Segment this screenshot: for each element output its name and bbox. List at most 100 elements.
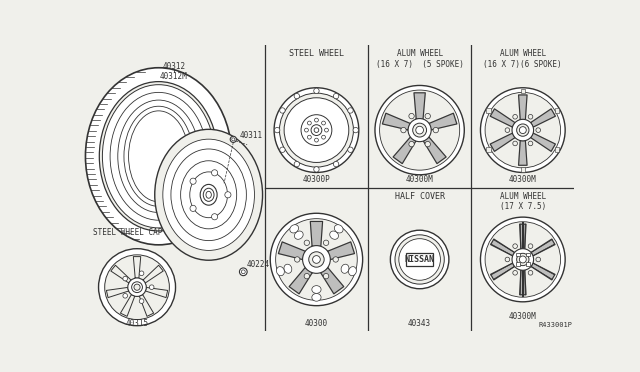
Text: 40300: 40300 bbox=[305, 319, 328, 328]
Polygon shape bbox=[278, 242, 305, 260]
Circle shape bbox=[132, 282, 143, 293]
Text: ALUM WHEEL
(16 X 7)  (5 SPOKE): ALUM WHEEL (16 X 7) (5 SPOKE) bbox=[376, 49, 463, 69]
Text: 40343: 40343 bbox=[408, 319, 431, 328]
Circle shape bbox=[536, 257, 541, 262]
Text: 40311: 40311 bbox=[239, 131, 262, 140]
Polygon shape bbox=[145, 288, 168, 298]
Circle shape bbox=[274, 88, 359, 173]
Polygon shape bbox=[289, 267, 312, 294]
Text: HALF COVER: HALF COVER bbox=[395, 192, 445, 201]
Bar bbox=[486, 147, 491, 152]
Polygon shape bbox=[423, 137, 446, 164]
Circle shape bbox=[519, 256, 526, 263]
Circle shape bbox=[433, 128, 438, 133]
Circle shape bbox=[512, 119, 534, 141]
Circle shape bbox=[307, 121, 311, 125]
Circle shape bbox=[294, 93, 300, 99]
Polygon shape bbox=[520, 270, 526, 295]
Circle shape bbox=[323, 240, 329, 246]
Circle shape bbox=[536, 128, 541, 132]
Polygon shape bbox=[140, 295, 154, 316]
Bar bbox=[526, 262, 530, 266]
Circle shape bbox=[390, 230, 449, 289]
Ellipse shape bbox=[180, 161, 237, 229]
Polygon shape bbox=[491, 239, 515, 256]
Circle shape bbox=[513, 115, 517, 119]
Circle shape bbox=[230, 136, 236, 142]
Ellipse shape bbox=[330, 231, 339, 239]
Circle shape bbox=[516, 253, 529, 266]
Ellipse shape bbox=[99, 81, 218, 231]
Bar bbox=[516, 253, 520, 257]
Circle shape bbox=[280, 147, 285, 153]
Text: 40315: 40315 bbox=[125, 319, 148, 328]
Ellipse shape bbox=[284, 264, 292, 273]
Polygon shape bbox=[328, 242, 355, 260]
Ellipse shape bbox=[129, 111, 189, 202]
Circle shape bbox=[140, 271, 144, 276]
Polygon shape bbox=[531, 109, 556, 127]
Ellipse shape bbox=[312, 294, 321, 301]
Circle shape bbox=[149, 285, 154, 289]
Polygon shape bbox=[120, 295, 135, 316]
Circle shape bbox=[304, 240, 310, 246]
Circle shape bbox=[513, 141, 517, 146]
Text: 40300M: 40300M bbox=[406, 175, 433, 184]
Polygon shape bbox=[321, 267, 344, 294]
Circle shape bbox=[409, 141, 414, 147]
Circle shape bbox=[528, 244, 533, 248]
Circle shape bbox=[276, 219, 357, 300]
Bar bbox=[520, 167, 525, 172]
Ellipse shape bbox=[124, 106, 193, 206]
Circle shape bbox=[323, 273, 329, 279]
Ellipse shape bbox=[290, 225, 298, 233]
Circle shape bbox=[348, 108, 353, 113]
Circle shape bbox=[280, 108, 285, 113]
Polygon shape bbox=[491, 263, 515, 280]
Circle shape bbox=[528, 141, 533, 146]
Text: 40312
40312M: 40312 40312M bbox=[160, 62, 188, 81]
Circle shape bbox=[353, 128, 358, 133]
Circle shape bbox=[294, 161, 300, 167]
Circle shape bbox=[225, 192, 231, 198]
Ellipse shape bbox=[118, 100, 200, 212]
Polygon shape bbox=[531, 239, 555, 256]
Circle shape bbox=[399, 239, 440, 280]
Circle shape bbox=[211, 214, 218, 220]
Circle shape bbox=[284, 98, 349, 163]
Text: STEEL WHEEL: STEEL WHEEL bbox=[289, 49, 344, 58]
Circle shape bbox=[505, 128, 509, 132]
Text: 40300M: 40300M bbox=[509, 175, 537, 184]
Circle shape bbox=[322, 135, 326, 139]
Circle shape bbox=[413, 123, 427, 137]
Circle shape bbox=[375, 86, 464, 175]
Ellipse shape bbox=[294, 231, 303, 239]
Circle shape bbox=[304, 273, 310, 279]
Circle shape bbox=[481, 217, 565, 302]
Bar bbox=[406, 253, 433, 266]
Circle shape bbox=[528, 270, 533, 275]
Circle shape bbox=[311, 125, 322, 135]
Polygon shape bbox=[383, 113, 410, 130]
Bar bbox=[554, 147, 559, 152]
Circle shape bbox=[519, 126, 526, 134]
Ellipse shape bbox=[312, 286, 321, 294]
Circle shape bbox=[333, 257, 339, 262]
Polygon shape bbox=[414, 93, 425, 119]
Text: R433001P: R433001P bbox=[538, 322, 572, 328]
Polygon shape bbox=[531, 263, 555, 280]
Circle shape bbox=[408, 119, 431, 142]
Circle shape bbox=[485, 222, 561, 297]
Circle shape bbox=[232, 138, 235, 141]
Circle shape bbox=[123, 276, 127, 281]
Circle shape bbox=[301, 115, 332, 145]
Circle shape bbox=[314, 138, 318, 142]
Bar bbox=[554, 108, 559, 113]
Circle shape bbox=[314, 88, 319, 93]
Circle shape bbox=[239, 268, 247, 276]
Bar bbox=[486, 108, 491, 113]
Circle shape bbox=[280, 93, 353, 167]
Ellipse shape bbox=[190, 172, 227, 218]
Ellipse shape bbox=[204, 188, 214, 201]
Circle shape bbox=[481, 88, 565, 173]
